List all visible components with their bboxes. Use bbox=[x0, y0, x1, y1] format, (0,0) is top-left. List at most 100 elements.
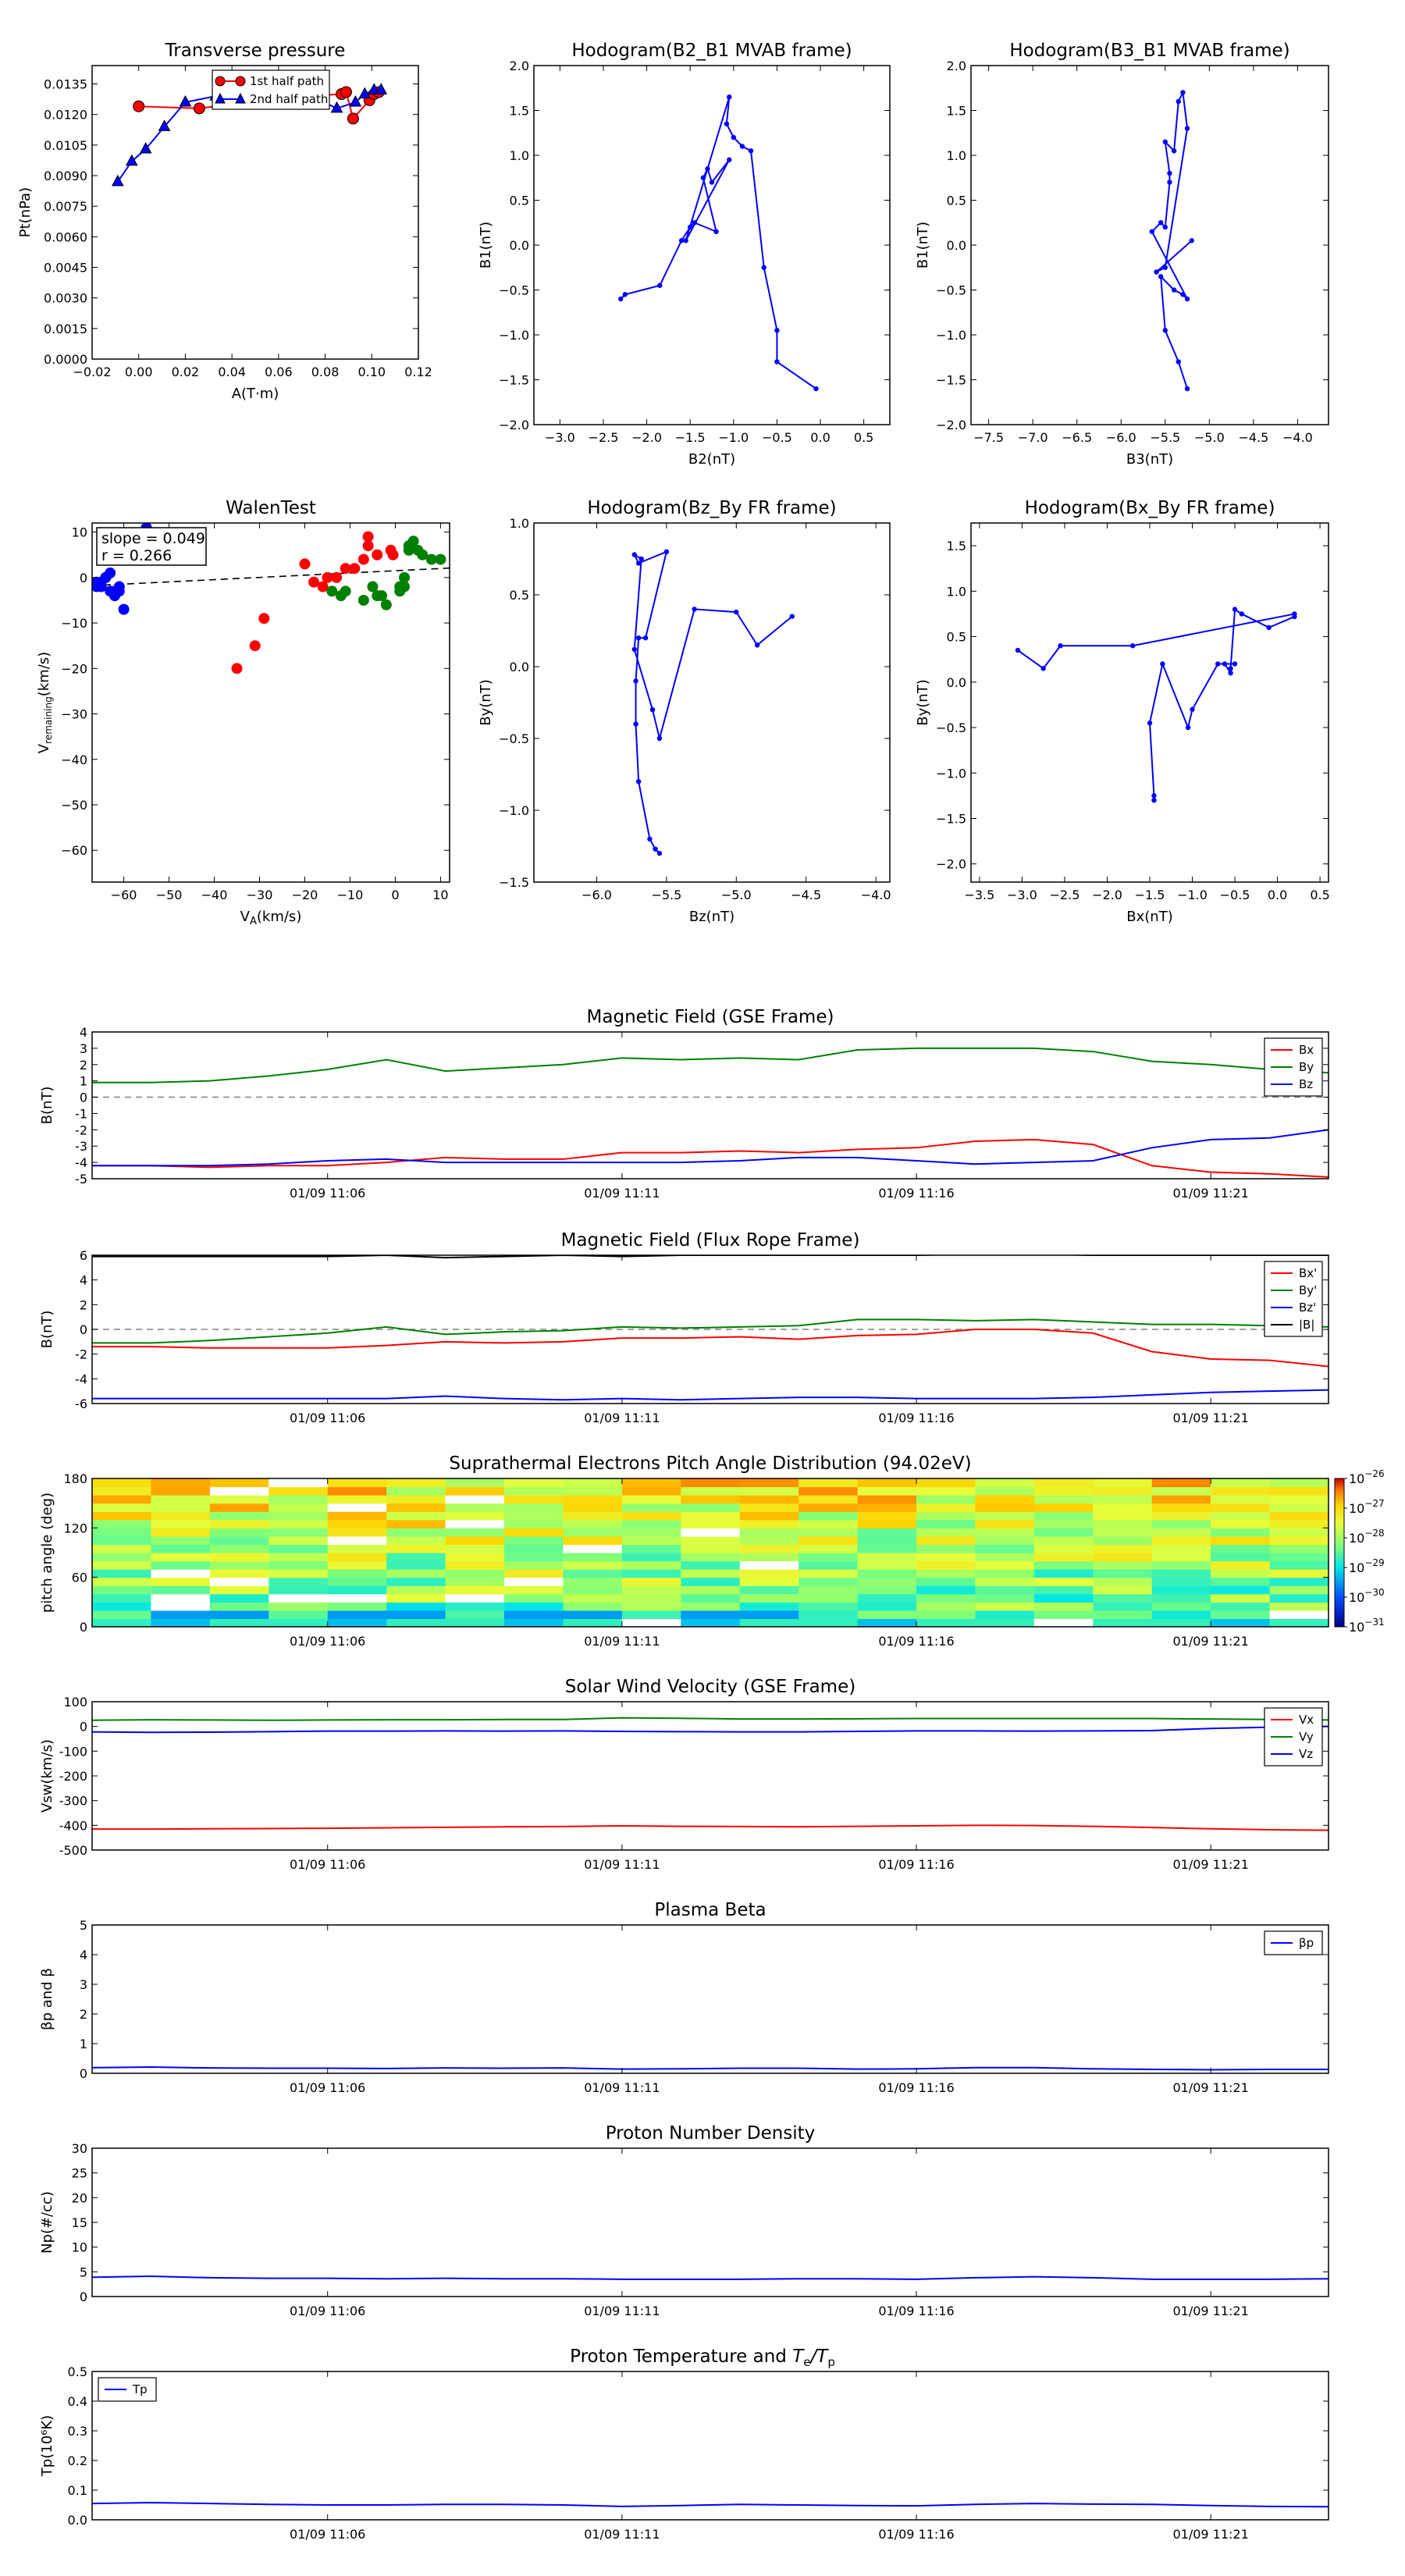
heatmap-cell bbox=[799, 1528, 859, 1537]
heatmap-cell bbox=[1151, 1511, 1211, 1521]
data-point bbox=[412, 544, 424, 556]
data-point bbox=[1162, 265, 1168, 270]
heatmap-cell bbox=[209, 1535, 269, 1546]
axes-frame bbox=[91, 2147, 1329, 2297]
y-tick-label: 6 bbox=[80, 1248, 87, 1263]
heatmap-cell bbox=[1151, 1585, 1211, 1595]
heatmap-cell bbox=[92, 1478, 152, 1488]
heatmap-cell bbox=[975, 1503, 1035, 1512]
data-point bbox=[362, 531, 374, 543]
series-line-by- bbox=[92, 1318, 1329, 1344]
heatmap-cell bbox=[739, 1553, 799, 1562]
heatmap-cell bbox=[1033, 1618, 1094, 1627]
heatmap-cell bbox=[916, 1511, 976, 1521]
x-tick-label: 0.12 bbox=[404, 365, 432, 379]
legend-label: By bbox=[1299, 1060, 1314, 1074]
colorbar-tick-label: 10−30 bbox=[1349, 1587, 1385, 1605]
heatmap-cell bbox=[1093, 1618, 1153, 1627]
plot-area-beta bbox=[92, 2066, 1329, 2071]
y-tick-label: −1.0 bbox=[936, 328, 966, 343]
x-tick-label: 0.0 bbox=[1268, 888, 1287, 902]
heatmap-cell bbox=[799, 1577, 859, 1586]
y-axis-label: Vremaining(km/s) bbox=[36, 652, 54, 753]
heatmap-cell bbox=[1093, 1495, 1153, 1504]
chart-title: Hodogram(B3_B1 MVAB frame) bbox=[1009, 41, 1289, 61]
heatmap-cell bbox=[386, 1569, 446, 1578]
heatmap-cell bbox=[1093, 1478, 1153, 1488]
data-point bbox=[789, 614, 795, 619]
heatmap-cell bbox=[1269, 1503, 1329, 1512]
data-point bbox=[1180, 292, 1186, 297]
data-point bbox=[622, 292, 628, 297]
heatmap-cell bbox=[504, 1511, 564, 1521]
colorbar-tick-label: 10−29 bbox=[1349, 1557, 1385, 1575]
heatmap-cell bbox=[269, 1503, 329, 1512]
colorbar-tick-label: 10−31 bbox=[1349, 1617, 1385, 1635]
data-point bbox=[380, 599, 392, 610]
data-point bbox=[330, 101, 343, 113]
legend-marker bbox=[215, 92, 226, 104]
data-point bbox=[731, 134, 737, 141]
y-tick-label: 15 bbox=[72, 2215, 87, 2230]
y-tick-label: −50 bbox=[61, 798, 87, 813]
heatmap-cell bbox=[504, 1535, 564, 1546]
heatmap-cell bbox=[857, 1503, 917, 1512]
chart-title: Hodogram(B2_B1 MVAB frame) bbox=[571, 41, 852, 61]
heatmap-cell bbox=[445, 1618, 505, 1627]
heatmap-cell bbox=[857, 1602, 917, 1611]
data-point bbox=[642, 635, 649, 641]
heatmap-cell bbox=[386, 1503, 446, 1512]
heatmap-cell bbox=[151, 1593, 211, 1603]
axes-frame bbox=[970, 65, 1329, 425]
data-point bbox=[1184, 126, 1190, 131]
chart-title: Magnetic Field (GSE Frame) bbox=[587, 1007, 834, 1027]
series-line-h2-series-0 bbox=[1151, 90, 1193, 390]
data-point bbox=[1232, 661, 1238, 667]
x-tick-label: −5.0 bbox=[1194, 430, 1225, 445]
series-line--b- bbox=[92, 1255, 1329, 1259]
heatmap-cell bbox=[799, 1618, 859, 1627]
x-tick-label: −7.5 bbox=[973, 430, 1004, 445]
y-tick-label: -3 bbox=[75, 1139, 87, 1154]
legend-label: 1st half path bbox=[250, 74, 324, 88]
panel-bfr: Magnetic Field (Flux Rope Frame) -6 -4 -2 0 2… bbox=[39, 1230, 1329, 1425]
heatmap-cell bbox=[916, 1478, 976, 1488]
heatmap-cell bbox=[739, 1486, 799, 1496]
heatmap-cell bbox=[799, 1553, 859, 1562]
heatmap-cell bbox=[269, 1486, 329, 1496]
heatmap-cell bbox=[386, 1577, 446, 1586]
heatmap-cell bbox=[1211, 1593, 1271, 1603]
y-tick-label: 0 bbox=[80, 1620, 87, 1635]
heatmap-cell bbox=[504, 1544, 564, 1553]
heatmap-cell bbox=[916, 1528, 976, 1537]
heatmap-cell bbox=[504, 1618, 564, 1627]
panel-pad: Suprathermal Electrons Pitch Angle Distr… bbox=[39, 1453, 1385, 1649]
y-tick-label: 0 bbox=[80, 1091, 87, 1105]
heatmap-cell bbox=[739, 1602, 799, 1611]
legend-label: Tp bbox=[132, 2382, 148, 2396]
heatmap-cell bbox=[1211, 1569, 1271, 1578]
heatmap-cell bbox=[386, 1486, 446, 1496]
x-tick-label: 0.5 bbox=[1310, 888, 1329, 902]
plot-area-h4 bbox=[1015, 607, 1297, 803]
legend-label: |B| bbox=[1299, 1318, 1314, 1332]
heatmap-cell bbox=[1093, 1535, 1153, 1546]
heatmap-cell bbox=[1211, 1602, 1271, 1611]
heatmap-cell bbox=[445, 1528, 505, 1537]
data-point bbox=[1147, 720, 1153, 726]
axes-frame bbox=[91, 1924, 1329, 2074]
heatmap-cell bbox=[916, 1486, 976, 1496]
heatmap-cell bbox=[681, 1486, 741, 1496]
plot-area-h1 bbox=[618, 94, 819, 392]
heatmap-cell bbox=[92, 1618, 152, 1627]
x-tick-label: 01/09 11:06 bbox=[290, 1411, 365, 1425]
heatmap-cell bbox=[445, 1535, 505, 1546]
heatmap-cell bbox=[1269, 1610, 1329, 1620]
x-tick-label: −2.0 bbox=[631, 430, 662, 445]
heatmap-cell bbox=[857, 1560, 917, 1570]
y-tick-label: −1.5 bbox=[499, 875, 529, 890]
heatmap-cell bbox=[621, 1544, 681, 1553]
heatmap-cell bbox=[799, 1478, 859, 1488]
heatmap-cell bbox=[739, 1495, 799, 1504]
